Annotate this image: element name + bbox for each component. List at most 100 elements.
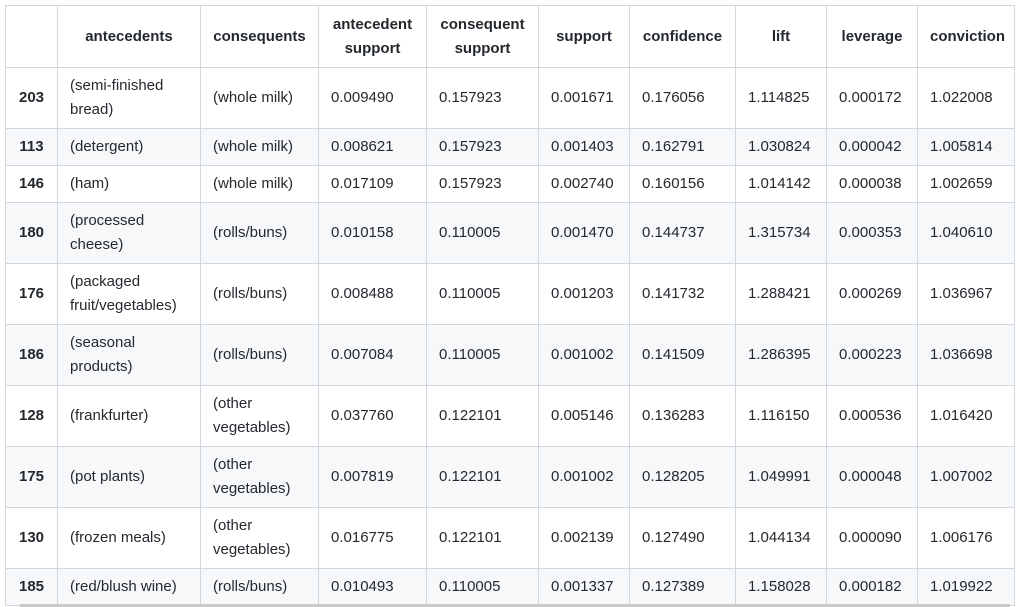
lift-cell: 1.030824 <box>735 128 827 166</box>
confidence-cell: 0.144737 <box>629 202 736 264</box>
table-row: 203 (semi-finished bread) (whole milk) 0… <box>5 67 1015 129</box>
antecedent-support-cell: 0.009490 <box>318 67 427 129</box>
horizontal-scrollbar[interactable] <box>20 604 1010 607</box>
conviction-cell: 1.016420 <box>917 385 1015 447</box>
confidence-cell: 0.141732 <box>629 263 736 325</box>
lift-cell: 1.114825 <box>735 67 827 129</box>
confidence-cell: 0.141509 <box>629 324 736 386</box>
support-cell: 0.002740 <box>538 165 630 203</box>
index-header <box>5 5 58 68</box>
conviction-header: conviction <box>917 5 1015 68</box>
support-cell: 0.001337 <box>538 568 630 606</box>
confidence-cell: 0.176056 <box>629 67 736 129</box>
consequent-support-cell: 0.122101 <box>426 446 539 508</box>
consequent-support-cell: 0.157923 <box>426 128 539 166</box>
consequents-cell: (rolls/buns) <box>200 202 319 264</box>
support-cell: 0.001002 <box>538 324 630 386</box>
lift-cell: 1.044134 <box>735 507 827 569</box>
row-index: 128 <box>5 385 58 447</box>
table-row: 180 (processed cheese) (rolls/buns) 0.01… <box>5 202 1015 264</box>
consequents-cell: (other vegetables) <box>200 385 319 447</box>
antecedents-cell: (pot plants) <box>57 446 201 508</box>
association-rules-table: antecedents consequents antecedent suppo… <box>5 5 1015 606</box>
row-index: 185 <box>5 568 58 606</box>
header-row: antecedents consequents antecedent suppo… <box>5 5 1015 68</box>
consequents-cell: (rolls/buns) <box>200 568 319 606</box>
conviction-cell: 1.036698 <box>917 324 1015 386</box>
consequents-cell: (whole milk) <box>200 128 319 166</box>
antecedent-support-cell: 0.010158 <box>318 202 427 264</box>
antecedents-cell: (ham) <box>57 165 201 203</box>
antecedents-cell: (frankfurter) <box>57 385 201 447</box>
lift-cell: 1.286395 <box>735 324 827 386</box>
lift-cell: 1.158028 <box>735 568 827 606</box>
conviction-cell: 1.022008 <box>917 67 1015 129</box>
consequents-cell: (rolls/buns) <box>200 324 319 386</box>
antecedents-cell: (processed cheese) <box>57 202 201 264</box>
consequents-cell: (other vegetables) <box>200 507 319 569</box>
lift-cell: 1.049991 <box>735 446 827 508</box>
table-row: 185 (red/blush wine) (rolls/buns) 0.0104… <box>5 568 1015 606</box>
antecedent-support-cell: 0.010493 <box>318 568 427 606</box>
table-row: 186 (seasonal products) (rolls/buns) 0.0… <box>5 324 1015 386</box>
support-cell: 0.005146 <box>538 385 630 447</box>
row-index: 176 <box>5 263 58 325</box>
consequent-support-cell: 0.122101 <box>426 385 539 447</box>
confidence-header: confidence <box>629 5 736 68</box>
antecedents-cell: (seasonal products) <box>57 324 201 386</box>
leverage-cell: 0.000182 <box>826 568 918 606</box>
confidence-cell: 0.160156 <box>629 165 736 203</box>
table-row: 128 (frankfurter) (other vegetables) 0.0… <box>5 385 1015 447</box>
consequent-support-cell: 0.110005 <box>426 202 539 264</box>
antecedents-cell: (red/blush wine) <box>57 568 201 606</box>
leverage-header: leverage <box>826 5 918 68</box>
consequents-cell: (rolls/buns) <box>200 263 319 325</box>
support-cell: 0.001470 <box>538 202 630 264</box>
lift-cell: 1.315734 <box>735 202 827 264</box>
conviction-cell: 1.006176 <box>917 507 1015 569</box>
cell-top-edge <box>0 0 20 5</box>
leverage-cell: 0.000172 <box>826 67 918 129</box>
lift-header: lift <box>735 5 827 68</box>
antecedent-support-cell: 0.008488 <box>318 263 427 325</box>
antecedents-cell: (semi-finished bread) <box>57 67 201 129</box>
table-row: 175 (pot plants) (other vegetables) 0.00… <box>5 446 1015 508</box>
antecedent-support-cell: 0.016775 <box>318 507 427 569</box>
row-index: 146 <box>5 165 58 203</box>
support-cell: 0.001203 <box>538 263 630 325</box>
confidence-cell: 0.128205 <box>629 446 736 508</box>
leverage-cell: 0.000536 <box>826 385 918 447</box>
leverage-cell: 0.000042 <box>826 128 918 166</box>
conviction-cell: 1.005814 <box>917 128 1015 166</box>
support-cell: 0.002139 <box>538 507 630 569</box>
antecedents-cell: (detergent) <box>57 128 201 166</box>
consequents-cell: (whole milk) <box>200 67 319 129</box>
consequent-support-cell: 0.110005 <box>426 324 539 386</box>
consequents-cell: (whole milk) <box>200 165 319 203</box>
antecedent-support-cell: 0.037760 <box>318 385 427 447</box>
confidence-cell: 0.127389 <box>629 568 736 606</box>
antecedent-support-cell: 0.008621 <box>318 128 427 166</box>
antecedent-support-cell: 0.007819 <box>318 446 427 508</box>
row-index: 186 <box>5 324 58 386</box>
antecedents-cell: (packaged fruit/vegetables) <box>57 263 201 325</box>
confidence-cell: 0.162791 <box>629 128 736 166</box>
support-cell: 0.001403 <box>538 128 630 166</box>
table-row: 113 (detergent) (whole milk) 0.008621 0.… <box>5 128 1015 166</box>
row-index: 175 <box>5 446 58 508</box>
row-index: 113 <box>5 128 58 166</box>
confidence-cell: 0.127490 <box>629 507 736 569</box>
support-header: support <box>538 5 630 68</box>
conviction-cell: 1.002659 <box>917 165 1015 203</box>
confidence-cell: 0.136283 <box>629 385 736 447</box>
row-index: 130 <box>5 507 58 569</box>
consequent-support-cell: 0.110005 <box>426 263 539 325</box>
leverage-cell: 0.000038 <box>826 165 918 203</box>
leverage-cell: 0.000223 <box>826 324 918 386</box>
consequent-support-header: consequent support <box>426 5 539 68</box>
support-cell: 0.001002 <box>538 446 630 508</box>
antecedents-header: antecedents <box>57 5 201 68</box>
conviction-cell: 1.040610 <box>917 202 1015 264</box>
leverage-cell: 0.000353 <box>826 202 918 264</box>
